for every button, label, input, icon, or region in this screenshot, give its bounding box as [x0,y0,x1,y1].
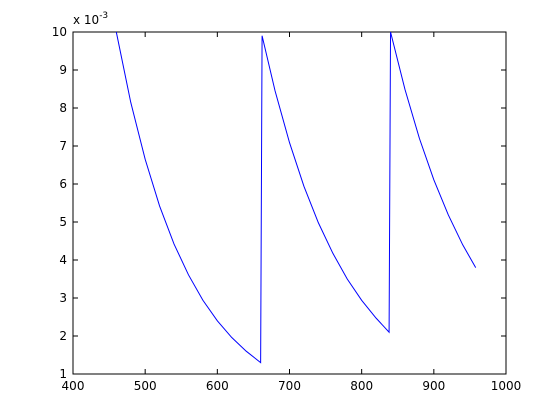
x-tick-label: 800 [350,379,373,393]
x-tick-label: 600 [206,379,229,393]
y-tick-label: 5 [59,215,67,229]
y-multiplier-base: x 10 [73,13,99,27]
y-tick-label: 8 [59,101,67,115]
y-tick-label: 3 [59,291,67,305]
x-tick-label: 900 [422,379,445,393]
data-line [115,31,477,364]
y-tick-label: 4 [59,253,67,267]
y-tick-label: 1 [59,367,67,381]
x-tick-label: 1000 [491,379,522,393]
x-tick-label: 400 [62,379,85,393]
plot-box [72,31,507,375]
x-tick-label: 500 [134,379,157,393]
y-tick-label: 6 [59,177,67,191]
y-tick-label: 7 [59,139,67,153]
x-tick-label: 700 [278,379,301,393]
y-tick-label: 9 [59,63,67,77]
y-multiplier-exponent: -3 [99,11,108,21]
y-multiplier: x 10-3 [73,11,108,27]
y-tick-label: 10 [52,25,67,39]
y-tick-label: 2 [59,329,67,343]
